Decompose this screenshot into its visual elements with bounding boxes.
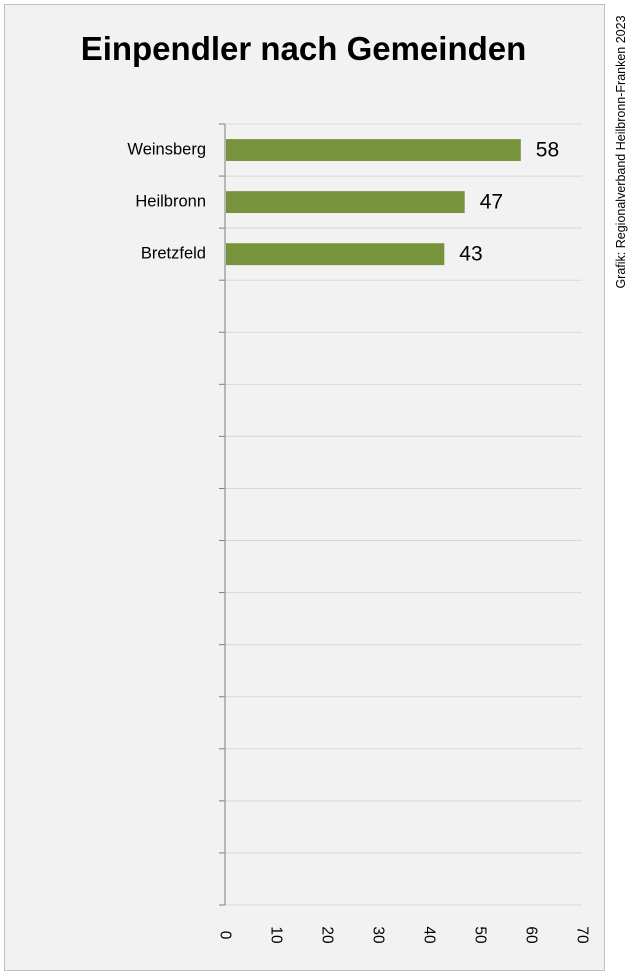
x-tick-label: 30 — [370, 926, 387, 944]
chart-frame — [4, 4, 605, 971]
x-tick-label: 50 — [472, 926, 489, 944]
value-label: 58 — [536, 139, 559, 162]
bar — [226, 243, 445, 266]
value-label: 43 — [459, 243, 482, 266]
category-label: Heilbronn — [135, 192, 206, 210]
category-labels: Weinsberg Heilbronn Bretzfeld — [127, 140, 206, 262]
x-tick-label: 10 — [268, 926, 285, 944]
x-tick-label: 60 — [523, 926, 540, 944]
bars — [226, 139, 521, 266]
x-tick-label: 20 — [319, 926, 336, 944]
x-tick-label: 40 — [421, 926, 438, 944]
bar — [226, 139, 521, 161]
x-tick-label: 70 — [574, 926, 591, 944]
category-label: Bretzfeld — [141, 245, 206, 263]
bar — [226, 191, 465, 214]
value-labels: 58 47 43 — [459, 139, 559, 266]
value-label: 47 — [480, 191, 503, 214]
category-label: Weinsberg — [127, 140, 206, 158]
gridlines — [219, 123, 582, 906]
x-tick-labels: 0 10 20 30 40 50 60 70 — [217, 926, 591, 944]
x-tick-label: 0 — [217, 931, 234, 940]
chart-title: Einpendler nach Gemeinden — [80, 30, 527, 67]
